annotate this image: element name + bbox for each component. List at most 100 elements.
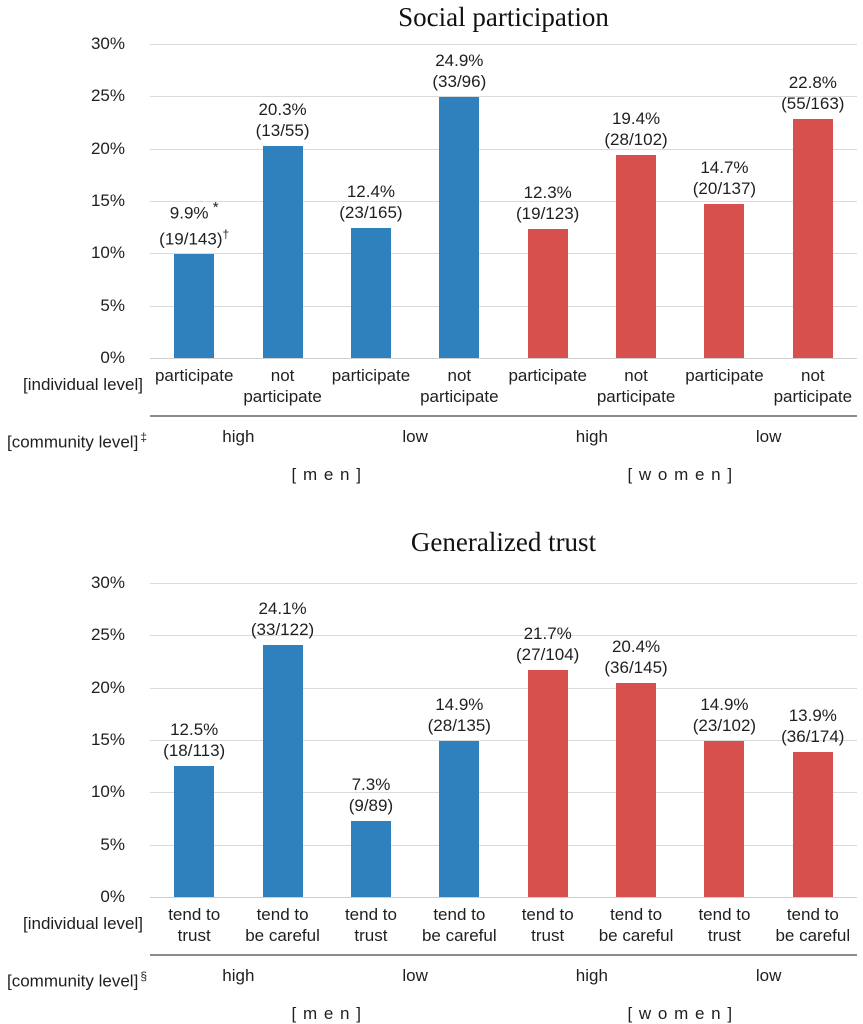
gender-group-label: [ w o m e n ]	[627, 1004, 734, 1023]
y-tick-label: 15%	[90, 191, 125, 210]
bar-fraction-label: (20/137)	[692, 179, 757, 199]
bar-value-label: 13.9% (36/174)	[748, 705, 863, 747]
x-tick-line: tend to	[698, 905, 751, 924]
gridline	[150, 44, 857, 45]
bar-value-label: 22.8% (55/163)	[748, 72, 863, 114]
x-tick-line: be careful	[245, 926, 320, 945]
bar-pct-label: 24.1%	[258, 598, 307, 618]
bar-value-label: 14.9% (28/135)	[394, 694, 524, 736]
bar-pct-label: 24.9%	[435, 51, 484, 71]
bar-value-label: 12.5% (18/113)	[129, 719, 259, 761]
bar-pct-label: 7.3%	[351, 774, 391, 794]
row-label-individual: [individual level]	[22, 375, 143, 394]
x-tick-label: tend to trust	[144, 904, 244, 946]
gridline	[150, 253, 857, 255]
x-tick-line: tend to	[521, 905, 574, 924]
x-tick-line: be careful	[775, 926, 851, 945]
plot-area: 12.5% (18/113) 24.1% (33/122) 7.3% (9/89) 14.9…	[150, 583, 857, 898]
x-tick-label: not participate	[763, 365, 863, 407]
bar-pct-label: 12.3%	[523, 183, 572, 203]
y-tick-label: 20%	[90, 677, 125, 697]
row-label-community: [community level] ‡	[6, 430, 147, 452]
bar	[527, 669, 568, 897]
bar-pct-label: 13.9%	[788, 705, 837, 725]
y-tick-label: 0%	[100, 887, 125, 906]
bar	[174, 766, 215, 897]
chart-title: Generalized trust	[410, 527, 597, 557]
significance-asterisk: *	[208, 199, 219, 217]
gridline	[150, 305, 857, 307]
community-group-label: high	[222, 427, 255, 446]
bar-value-label: 20.3% (13/55)	[218, 99, 348, 141]
x-tick-label: tend to be careful	[233, 904, 333, 946]
x-tick-line: tend to	[344, 905, 397, 924]
bar	[792, 751, 833, 897]
bar-value-label: 24.9% (33/96)	[394, 50, 524, 92]
bar-value-label: 14.9% (23/102)	[659, 694, 789, 736]
x-axis-line	[150, 358, 857, 359]
x-tick-label: tend to be careful	[409, 904, 509, 946]
x-tick-line: not	[624, 366, 648, 385]
community-group-label: high	[222, 966, 255, 985]
bar-fraction-label: (19/123)	[516, 204, 580, 224]
bar-pct-label: 14.9%	[435, 695, 484, 715]
bar-fraction-label: (23/102)	[692, 716, 757, 736]
x-tick-line: trust	[707, 926, 741, 945]
bar-value-label: 7.3% (9/89)	[306, 774, 436, 816]
x-tick-line: participate	[596, 387, 676, 406]
community-group-label: high	[575, 427, 608, 446]
x-tick-line: trust	[177, 926, 211, 945]
bar-value-label: 9.9% * (19/143)†	[129, 197, 259, 249]
x-tick-line: participate	[773, 387, 853, 406]
x-tick-label: not participate	[586, 365, 686, 407]
bar-fraction-label: (9/89)	[348, 795, 394, 815]
bar	[350, 228, 391, 358]
y-tick-label: 0%	[100, 348, 125, 367]
y-tick-label: 10%	[90, 243, 125, 263]
bar-pct-label: 9.9% *	[169, 199, 219, 223]
y-tick-label: 25%	[90, 625, 125, 645]
gridline	[150, 792, 857, 794]
bar-fraction-label: (28/102)	[604, 129, 668, 149]
bar	[616, 154, 657, 358]
x-tick-label: tend to be careful	[586, 904, 686, 946]
x-tick-line: trust	[531, 926, 565, 945]
bar-pct-label: 20.3%	[258, 99, 307, 119]
x-axis-line	[150, 897, 857, 898]
gender-group-label: [ w o m e n ]	[627, 465, 734, 484]
bar	[262, 644, 303, 897]
y-tick-label: 5%	[100, 295, 125, 315]
bar	[792, 119, 833, 358]
x-tick-line: be careful	[598, 926, 674, 945]
bar-fraction-label: (19/143)†	[159, 226, 230, 249]
community-group-label: low	[755, 966, 782, 985]
x-tick-line: participate	[331, 366, 411, 385]
x-tick-label: participate	[674, 365, 774, 386]
x-tick-line: tend to	[786, 905, 839, 924]
bar-pct-label: 21.7%	[523, 623, 572, 643]
bar	[262, 145, 303, 358]
bar-fraction-label: (28/135)	[427, 716, 491, 736]
y-tick-label: 30%	[90, 34, 125, 53]
x-tick-line: participate	[420, 387, 499, 406]
bar-fraction-label: (33/96)	[432, 72, 487, 92]
x-tick-line: participate	[508, 366, 587, 385]
bar-fraction-label: (27/104)	[516, 644, 580, 664]
dagger-footnote: †	[222, 226, 230, 241]
community-group-label: high	[575, 966, 608, 985]
y-tick-label: 5%	[100, 834, 125, 854]
gridline	[150, 687, 857, 689]
x-tick-line: tend to	[433, 905, 486, 924]
chart-title: Social participation	[398, 2, 609, 32]
x-tick-label: not participate	[233, 365, 333, 407]
row-label-community: [community level] §	[6, 969, 147, 991]
x-tick-line: tend to	[168, 905, 221, 924]
x-tick-line: tend to	[610, 905, 663, 924]
x-tick-line: trust	[354, 926, 388, 945]
plot-area: 9.9% * (19/143)† 20.3% (13/55) 12.4% (23/165)…	[150, 44, 857, 359]
gridline	[150, 148, 857, 150]
generalized-trust-chart: Generalized trust 12.5% (18/113) 24.1% (33/…	[0, 520, 863, 1024]
gridline	[150, 844, 857, 846]
x-tick-line: not	[447, 366, 472, 385]
